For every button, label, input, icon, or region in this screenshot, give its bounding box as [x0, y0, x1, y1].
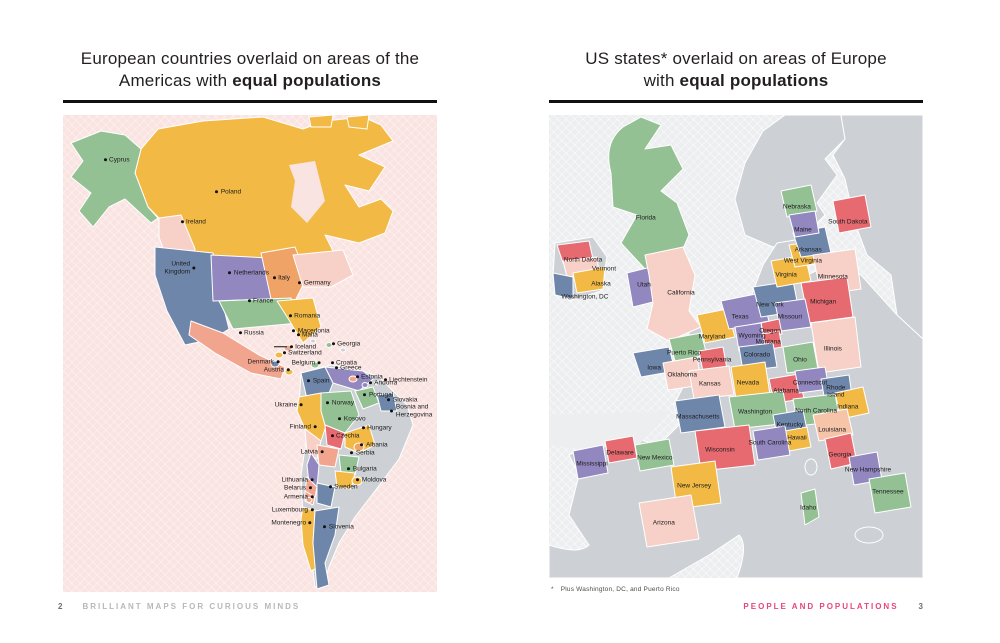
us-state-regions [552, 116, 912, 548]
south-america-regions [296, 364, 414, 590]
left-title-line1: European countries overlaid on areas of … [80, 49, 420, 68]
right-title-line2-bold: equal populations [679, 71, 829, 90]
right-title-line2-prefix: with [643, 71, 680, 90]
footnote-asterisk: * [551, 586, 554, 593]
book-title: BRILLIANT MAPS FOR CURIOUS MINDS [82, 602, 301, 611]
right-page-number: 3 [918, 602, 923, 611]
right-map-title: US states* overlaid on areas of Europe w… [549, 48, 923, 92]
footnote: * Plus Washington, DC, and Puerto Rico [551, 586, 680, 593]
footnote-text: Plus Washington, DC, and Puerto Rico [560, 586, 680, 593]
europe-map-art [549, 115, 923, 578]
left-page-number: 2 [58, 602, 63, 611]
right-title-rule [549, 100, 923, 103]
americas-map-art [70, 115, 414, 590]
europe-base-land [549, 115, 923, 578]
north-america-regions [70, 115, 394, 380]
right-title-line1: US states* overlaid on areas of Europe [585, 49, 887, 68]
chapter-title: PEOPLE AND POPULATIONS [743, 602, 899, 611]
left-title-rule [63, 100, 437, 103]
europe-population-map: Florida Nebraska South Dakota Maine Arkansas… [549, 115, 923, 578]
americas-population-map: Cyprus Poland Ireland United Kingdom Netherl… [63, 115, 437, 592]
right-page-footer: PEOPLE AND POPULATIONS 3 [549, 602, 923, 611]
left-map-title: European countries overlaid on areas of … [63, 48, 437, 92]
left-title-line2-prefix: Americas with [118, 71, 233, 90]
left-page-footer: 2 BRILLIANT MAPS FOR CURIOUS MINDS [58, 602, 300, 611]
left-title-line2-bold: equal populations [232, 71, 382, 90]
